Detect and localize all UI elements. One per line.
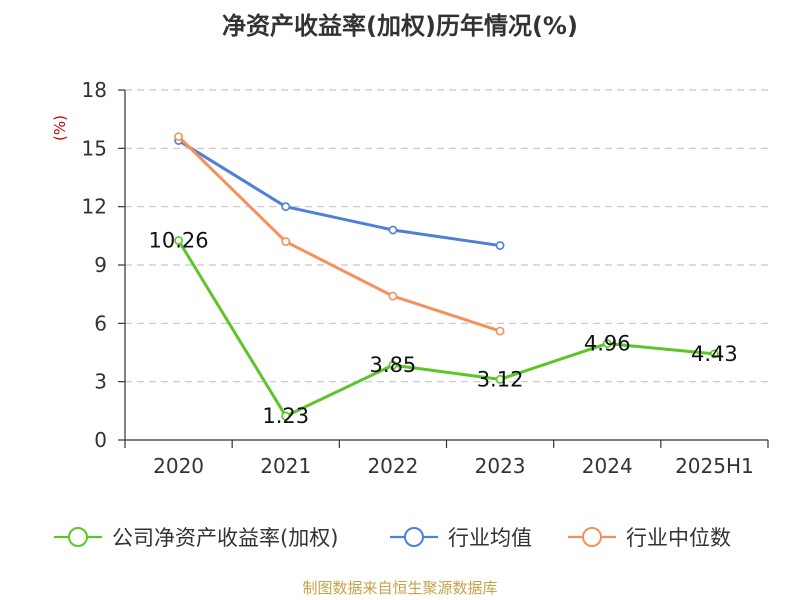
data-point <box>388 291 398 301</box>
data-point <box>281 411 291 421</box>
data-point <box>495 374 505 384</box>
data-label: 4.43 <box>691 342 738 366</box>
legend: 公司净资产收益率(加权) 行业均值 行业中位数 <box>54 526 731 550</box>
data-point <box>388 360 398 370</box>
data-label: 10.26 <box>149 229 209 253</box>
data-point <box>174 236 183 245</box>
y-axis-unit-label: (%) <box>51 115 69 141</box>
data-labels: 10.26 1.23 3.85 3.12 4.96 4.43 <box>149 229 738 429</box>
axes: 0 3 6 9 12 15 18 (%) 2020 2021 2022 2023 2024 2025H1 <box>51 78 769 478</box>
grid-lines <box>125 89 768 383</box>
data-point <box>281 237 291 247</box>
legend-label: 公司净资产收益率(加权) <box>112 526 338 550</box>
x-tick-label: 2021 <box>260 454 311 478</box>
data-point <box>710 349 719 359</box>
y-tick-label: 15 <box>82 136 107 160</box>
legend-label: 行业中位数 <box>626 526 731 550</box>
legend-marker <box>68 527 88 547</box>
data-label: 1.23 <box>262 404 309 428</box>
y-tick-label: 9 <box>94 253 107 277</box>
y-tick-label: 0 <box>94 428 107 452</box>
source-credit: 制图数据来自恒生聚源数据库 <box>302 579 498 597</box>
data-point <box>174 132 183 142</box>
series-lines <box>174 132 719 421</box>
y-tick-label: 18 <box>82 78 107 102</box>
x-tick-label: 2022 <box>367 454 418 478</box>
series-line-1 <box>177 139 501 248</box>
y-tick-label: 12 <box>82 195 107 219</box>
chart-title: 净资产收益率(加权)历年情况(%) <box>222 12 578 40</box>
legend-marker <box>404 527 424 547</box>
data-label: 3.85 <box>370 353 417 377</box>
series-line-0 <box>177 239 715 418</box>
y-tick-label: 3 <box>94 370 107 394</box>
x-tick-label: 2023 <box>475 454 526 478</box>
data-point <box>281 202 291 212</box>
legend-marker <box>582 527 602 547</box>
y-tick-label: 6 <box>94 311 107 335</box>
data-point <box>495 326 505 336</box>
legend-item: 行业均值 <box>390 526 532 550</box>
data-point <box>495 241 505 250</box>
legend-item: 公司净资产收益率(加权) <box>54 526 338 550</box>
legend-item: 行业中位数 <box>568 526 731 550</box>
data-label: 3.12 <box>477 367 524 391</box>
data-point <box>388 225 398 235</box>
x-tick-label: 2025H1 <box>675 454 754 478</box>
legend-label: 行业均值 <box>448 526 532 550</box>
x-tick-label: 2020 <box>153 454 204 478</box>
data-label: 4.96 <box>584 332 631 356</box>
x-tick-label: 2024 <box>582 454 633 478</box>
series-line-2 <box>177 135 501 333</box>
data-point <box>602 339 612 348</box>
